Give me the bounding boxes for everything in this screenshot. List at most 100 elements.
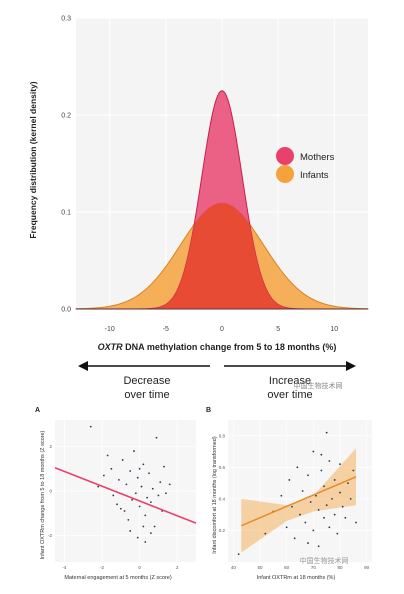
panel-a-label: A [35, 407, 40, 414]
panel-b-x-tick: 40 [231, 565, 237, 570]
panel-a-y-axis-title: Infant OXTRm change from 5 to 18 months … [40, 430, 46, 559]
panel-b-y-axis-title: Infant discomfort at 18 months (log tran… [212, 436, 218, 554]
panel-b-point [320, 469, 323, 472]
panel-a-point [148, 472, 150, 475]
panel-a-point [149, 532, 152, 535]
panel-b-point [299, 513, 301, 516]
x-axis-title-gene: OXTR [98, 342, 124, 352]
panel-b-point [301, 490, 304, 492]
panel-a-point [165, 492, 167, 495]
panel-a-point [142, 525, 145, 528]
panel-a-point [136, 476, 139, 479]
panel-b-point [312, 450, 315, 453]
panel-a-point [119, 507, 122, 510]
panel-b-point [317, 545, 320, 548]
panel-b-point [272, 510, 275, 513]
panel-b-x-tick: 50 [257, 565, 263, 570]
panel-a-point [110, 467, 113, 470]
panel-a-point [138, 505, 141, 508]
y-tick-label: 0.2 [61, 113, 71, 120]
panel-b-plot: 40 50 60 70 80 90 0.2 0.4 0.6 0.8 [219, 420, 372, 570]
panel-b-x-tick: 60 [284, 565, 290, 570]
panel-b-point [315, 494, 317, 497]
panel-a-y-tick: 2 [49, 444, 52, 449]
y-tick-label: 0.3 [61, 16, 71, 23]
legend: Mothers Infants [276, 147, 335, 183]
panel-a-point [112, 494, 115, 497]
panel-b-point [341, 505, 344, 508]
panel-b-x-tick: 90 [364, 565, 370, 570]
panel-a-point [163, 465, 165, 468]
panel-b-point [312, 529, 315, 532]
panel-a-point [157, 494, 160, 497]
panel-a-point [129, 530, 132, 532]
x-tick-label: -10 [105, 326, 115, 333]
panel-b-point [328, 526, 331, 529]
legend-swatch-mothers [276, 147, 294, 165]
panel-a-point [161, 510, 164, 512]
panel-b-y-tick: 0.4 [219, 496, 226, 501]
panel-b-point [323, 485, 325, 488]
panel-a-point [89, 425, 92, 428]
panel-b-point [323, 516, 325, 519]
increase-label-line2: over time [267, 389, 312, 400]
decrease-label-line2: over time [124, 389, 169, 400]
panel-a-point [159, 481, 162, 484]
density-areas [75, 90, 369, 310]
panel-a-point [123, 510, 126, 512]
panel-b-point [307, 542, 309, 544]
decrease-arrowhead [78, 361, 88, 371]
panel-b-point [264, 532, 267, 535]
watermark-bottom: 中国生物技术网 [300, 556, 349, 565]
panel-a-y-tick: -2 [48, 533, 52, 538]
panel-a-point [144, 514, 147, 517]
panel-b-background [228, 420, 372, 562]
axis-ticks: 0.0 0.1 0.2 0.3 -10 -5 0 5 10 [61, 16, 338, 334]
panel-b-point [320, 453, 323, 456]
legend-swatch-infants [276, 165, 294, 183]
panel-b-point [331, 497, 333, 500]
panel-b-point [339, 491, 341, 494]
watermark-top: 中国生物技术网 [294, 381, 343, 390]
panel-b-point [355, 521, 357, 524]
panel-a-x-tick: 0 [138, 565, 141, 570]
increase-arrowhead [346, 361, 356, 371]
panel-a-fit-line [54, 466, 197, 524]
legend-label-infants: Infants [300, 170, 329, 181]
panel-b-point [336, 532, 339, 535]
panel-a-background [55, 420, 196, 562]
panel-a-point [138, 467, 141, 470]
panel-b-point [237, 553, 240, 556]
panel-b-point [333, 513, 336, 516]
panel-b-point [349, 497, 352, 500]
panel-b-x-tick: 70 [311, 565, 317, 570]
y-axis-title: Frequency distribution (kernel density) [28, 81, 38, 238]
panel-b-point [325, 431, 328, 434]
x-tick-label: -5 [163, 326, 169, 333]
panel-b-point [291, 505, 293, 508]
panel-b-point [309, 501, 312, 503]
panel-b-point [307, 474, 309, 477]
panel-a-x-axis-title: Maternal engagement at 5 months (Z score… [64, 575, 171, 581]
panel-a-x-tick: 2 [176, 565, 179, 570]
panel-b-point [333, 479, 336, 481]
panel-a-x-tick: -4 [62, 565, 66, 570]
panel-a-point [131, 498, 133, 501]
x-tick-label: 10 [330, 326, 338, 333]
y-tick-label: 0.0 [61, 307, 71, 314]
legend-label-mothers: Mothers [300, 152, 335, 163]
panel-a-point [142, 463, 145, 466]
panel-b-point [293, 537, 296, 540]
panel-a-point [134, 492, 137, 495]
increase-label-line1: Increase [269, 375, 311, 387]
panel-b-x-axis-title: Infant OXTRm at 18 months (%) [257, 575, 336, 581]
panel-b-point [352, 469, 355, 472]
panel-a-point [153, 525, 156, 528]
panel-a-point [155, 436, 158, 439]
panel-a-point [151, 487, 154, 490]
panel-a-point [129, 470, 132, 472]
panel-a-point [144, 541, 147, 543]
panel-b-point [296, 466, 299, 469]
panel-a-point [168, 483, 171, 486]
decrease-label-line1: Decrease [123, 375, 170, 387]
